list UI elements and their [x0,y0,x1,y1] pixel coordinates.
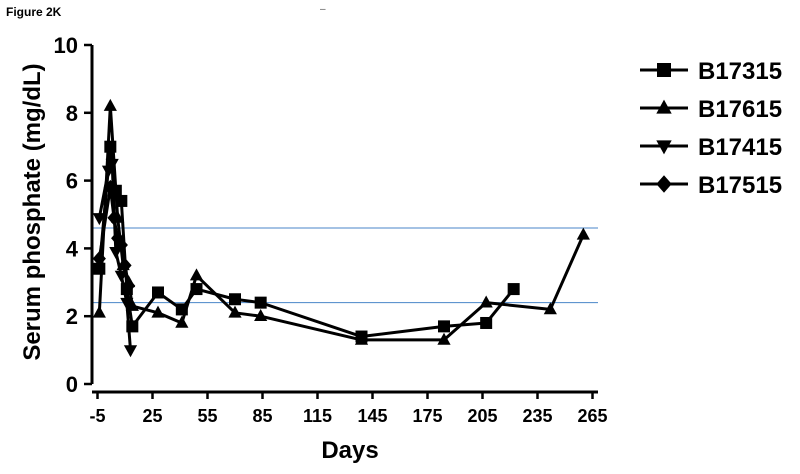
data-point-B17615 [175,315,189,328]
data-point-B17615 [125,298,139,311]
x-tick-label: 115 [303,406,332,426]
legend-label: B17515 [698,172,782,199]
data-point-B17615 [92,305,106,318]
data-point-B17615 [228,305,242,318]
y-axis-ticks: 0 2 4 6 8 10 [54,33,92,397]
data-point-B17415 [120,297,134,310]
y-axis-title: Serum phosphate (mg/dL) [19,63,46,360]
y-tick-label: 8 [66,101,78,126]
legend-label: B17615 [698,96,782,123]
x-axis-title: Days [321,437,378,464]
legend-item-B17415: B17415 [640,134,782,161]
data-point-B17315 [507,283,520,296]
series-B17415 [92,158,138,358]
y-tick-label: 4 [66,236,79,261]
data-point-B17415 [105,158,119,171]
series-layer [92,98,590,358]
data-point-B17615 [189,268,204,281]
x-tick-label: 25 [142,406,162,426]
y-tick-label: 6 [66,169,78,194]
data-point-B17415 [92,213,106,226]
data-point-B17415 [114,270,128,283]
data-point-B17515 [122,278,136,294]
x-axis-ticks: -5 25 55 85 115 145 175 205 235 265 [89,392,608,426]
data-point-B17515 [118,257,132,273]
series-B17515 [92,179,136,294]
legend-label: B17315 [698,58,782,85]
data-point-B17615 [543,302,557,315]
x-tick-label: 145 [357,406,387,426]
data-point-B17315 [254,296,267,309]
series-line-B17315 [97,145,515,339]
series-line-B17615 [97,104,585,342]
x-tick-label: 85 [252,406,272,426]
legend-marker [656,175,672,193]
data-point-B17615 [576,227,590,240]
legend-label: B17415 [698,134,782,161]
y-tick-label: 10 [54,33,78,58]
reference-lines [92,227,598,304]
data-point-B17315 [152,286,164,299]
data-point-B17315 [480,316,493,329]
y-tick-label: 2 [66,304,78,329]
x-tick-label: 265 [577,406,607,426]
x-tick-label: 235 [522,406,552,426]
data-point-B17515 [107,210,121,226]
axes [90,45,598,394]
stray-mark: – [320,4,326,15]
data-point-B17315 [438,320,450,333]
x-tick-label: -5 [89,406,105,426]
series-B17615 [92,98,590,345]
data-point-B17615 [254,309,268,321]
x-tick-label: 175 [412,406,442,426]
data-point-B17615 [354,332,369,345]
data-point-B17615 [103,98,117,111]
figure-label: Figure 2K [6,5,62,19]
data-point-B17415 [123,345,138,358]
data-point-B17615 [151,305,165,318]
y-tick-label: 0 [66,372,78,397]
legend: B17315 B17615 B17415 B17515 [640,58,782,199]
data-point-B17615 [437,332,451,345]
data-point-B17315 [229,293,241,306]
legend-marker [656,140,672,155]
data-point-B17515 [92,251,106,267]
data-point-B17315 [115,194,128,207]
legend-item-B17315: B17315 [640,58,782,85]
legend-item-B17515: B17515 [640,172,782,199]
legend-item-B17615: B17615 [640,96,782,123]
legend-marker [657,63,671,77]
data-point-B17615 [479,295,493,308]
data-point-B17515 [103,179,117,195]
x-tick-label: 55 [197,406,217,426]
legend-marker [656,99,672,114]
x-tick-label: 205 [467,406,497,426]
data-point-B17515 [114,237,128,253]
